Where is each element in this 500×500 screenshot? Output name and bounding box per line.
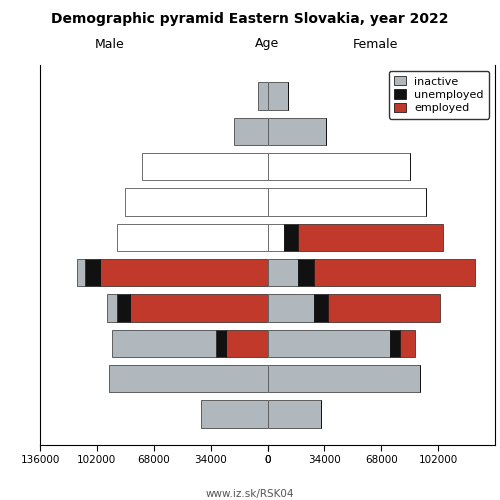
Bar [268, 118, 326, 145]
Bar [268, 224, 284, 251]
Bar [108, 365, 268, 392]
Bar [117, 294, 130, 322]
Bar [268, 259, 298, 286]
Bar [216, 330, 226, 357]
Bar [142, 153, 268, 180]
Bar [258, 82, 268, 110]
Text: www.iz.sk/RSK04: www.iz.sk/RSK04 [206, 490, 294, 500]
Bar [130, 294, 268, 322]
Text: Female: Female [352, 38, 398, 51]
Bar [107, 294, 117, 322]
Legend: inactive, unemployed, employed: inactive, unemployed, employed [389, 70, 490, 118]
Bar [314, 259, 475, 286]
Bar [268, 188, 426, 216]
Bar [268, 153, 410, 180]
Bar [328, 294, 440, 322]
Bar [268, 82, 287, 110]
Bar [77, 259, 85, 286]
Bar [268, 294, 314, 322]
Bar [117, 224, 268, 251]
Bar [226, 330, 268, 357]
Bar [85, 259, 100, 286]
Bar [390, 330, 400, 357]
Bar [268, 365, 420, 392]
Text: Male: Male [95, 38, 125, 51]
Bar [126, 188, 268, 216]
Bar [298, 259, 314, 286]
Bar [234, 118, 268, 145]
Bar [400, 330, 414, 357]
Bar [268, 400, 321, 427]
Bar [112, 330, 216, 357]
Bar [268, 330, 390, 357]
Bar [314, 294, 328, 322]
Bar [200, 400, 268, 427]
Text: Demographic pyramid Eastern Slovakia, year 2022: Demographic pyramid Eastern Slovakia, ye… [52, 12, 449, 26]
Bar [298, 224, 443, 251]
Bar [284, 224, 298, 251]
Text: Age: Age [256, 38, 280, 51]
Bar [100, 259, 268, 286]
